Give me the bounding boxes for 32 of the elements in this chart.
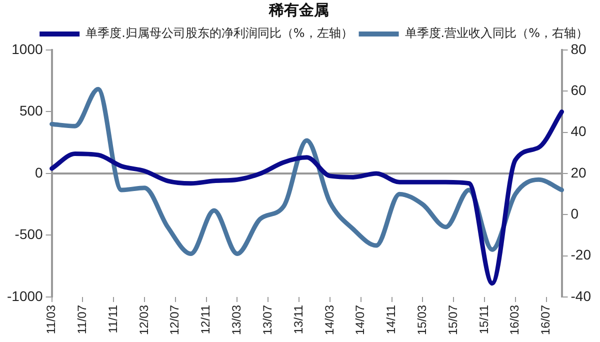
chart-title: 稀有金属 [268, 0, 329, 19]
x-tick-label: 12/11 [198, 304, 213, 334]
y2-tick-label: 40 [570, 123, 587, 140]
y-tick-label: 0 [35, 164, 44, 180]
y-tick-label: 1000 [12, 40, 44, 57]
x-tick-label: 11/11 [106, 304, 120, 334]
y2-tick-label: -20 [570, 246, 592, 263]
x-tick-label: 16/07 [538, 304, 553, 335]
y-tick-label: -500 [14, 226, 44, 242]
x-tick-label: 15/03 [415, 304, 429, 335]
legend-label: 单季度.营业收入同比（%，右轴） [404, 26, 588, 40]
x-tick-label: 13/03 [230, 304, 244, 335]
x-tick-label: 15/07 [446, 304, 460, 335]
legend-label: 单季度.归属母公司股东的净利润同比（%，左轴） [86, 26, 353, 40]
y2-tick-label: 20 [570, 164, 587, 180]
y2-tick-label: 80 [570, 40, 587, 57]
y-tick-label: -1000 [6, 288, 44, 304]
x-tick-label: 12/07 [168, 304, 182, 335]
x-tick-label: 15/11 [476, 304, 491, 334]
x-tick-label: 14/07 [353, 304, 368, 335]
x-tick-label: 16/03 [508, 304, 522, 335]
x-tick-label: 11/03 [44, 304, 58, 334]
x-tick-label: 11/07 [75, 304, 90, 334]
x-tick-label: 14/03 [322, 304, 336, 335]
y2-tick-label: -40 [570, 288, 592, 304]
x-tick-label: 14/11 [384, 304, 398, 334]
x-tick-label: 13/07 [260, 304, 274, 335]
x-tick-label: 13/11 [291, 304, 306, 334]
y-tick-label: 500 [19, 102, 44, 119]
y2-tick-label: 0 [570, 206, 579, 222]
x-tick-label: 12/03 [136, 304, 151, 335]
y2-tick-label: 60 [570, 82, 587, 98]
